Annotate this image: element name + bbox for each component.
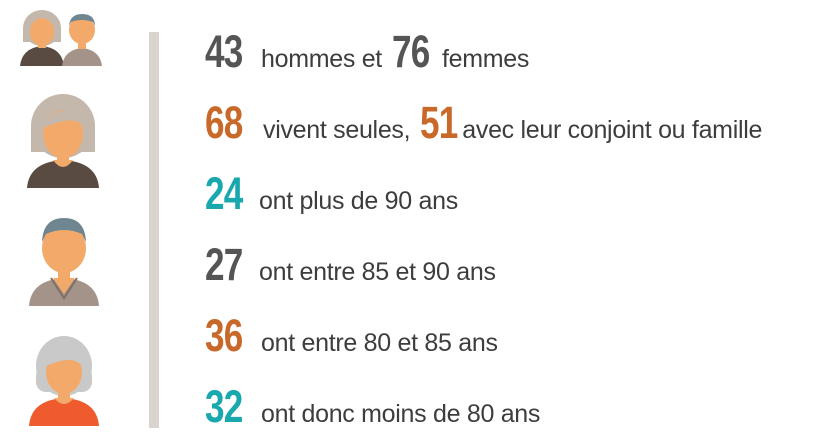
elderly-couple-icon (20, 10, 102, 66)
stat-row-80-85: 36 ont entre 80 et 85 ans (205, 310, 498, 362)
stat-number: 27 (205, 239, 243, 290)
stat-label: ont entre 80 et 85 ans (261, 329, 498, 357)
avatar-column (0, 0, 130, 437)
stat-number: 32 (205, 381, 243, 432)
stat-label: avec leur conjoint ou famille (462, 116, 763, 144)
stats-list: 43 hommes et 76 femmes 68 vivent seules,… (205, 0, 825, 437)
stat-row-85-90: 27 ont entre 85 et 90 ans (205, 239, 496, 291)
stat-number: 76 (391, 26, 430, 77)
stat-number: 24 (205, 168, 243, 219)
stat-label: ont plus de 90 ans (259, 187, 458, 215)
stat-row-moins-80: 32 ont donc moins de 80 ans (205, 381, 540, 433)
elderly-woman-mini-icon (20, 10, 64, 66)
stat-number: 43 (205, 26, 243, 77)
elderly-man-mini-icon (62, 14, 102, 66)
stat-number: 51 (420, 97, 458, 148)
stat-label: vivent seules, (263, 116, 411, 144)
vertical-divider (149, 32, 159, 428)
stat-label: ont donc moins de 80 ans (261, 400, 541, 428)
elderly-man-icon (29, 218, 99, 306)
stat-number: 36 (205, 310, 243, 361)
stat-label: hommes et (261, 45, 382, 73)
stat-label: femmes (441, 45, 530, 73)
stat-row-logement: 68 vivent seules, 51 avec leur conjoint … (205, 97, 762, 149)
stat-label: ont entre 85 et 90 ans (259, 258, 496, 286)
stat-row-sexe: 43 hommes et 76 femmes (205, 26, 529, 78)
stat-row-plus-90: 24 ont plus de 90 ans (205, 168, 458, 220)
elderly-woman-icon (27, 94, 99, 188)
elderly-woman-grey-hair-icon (29, 336, 99, 426)
stat-number: 68 (205, 97, 243, 148)
